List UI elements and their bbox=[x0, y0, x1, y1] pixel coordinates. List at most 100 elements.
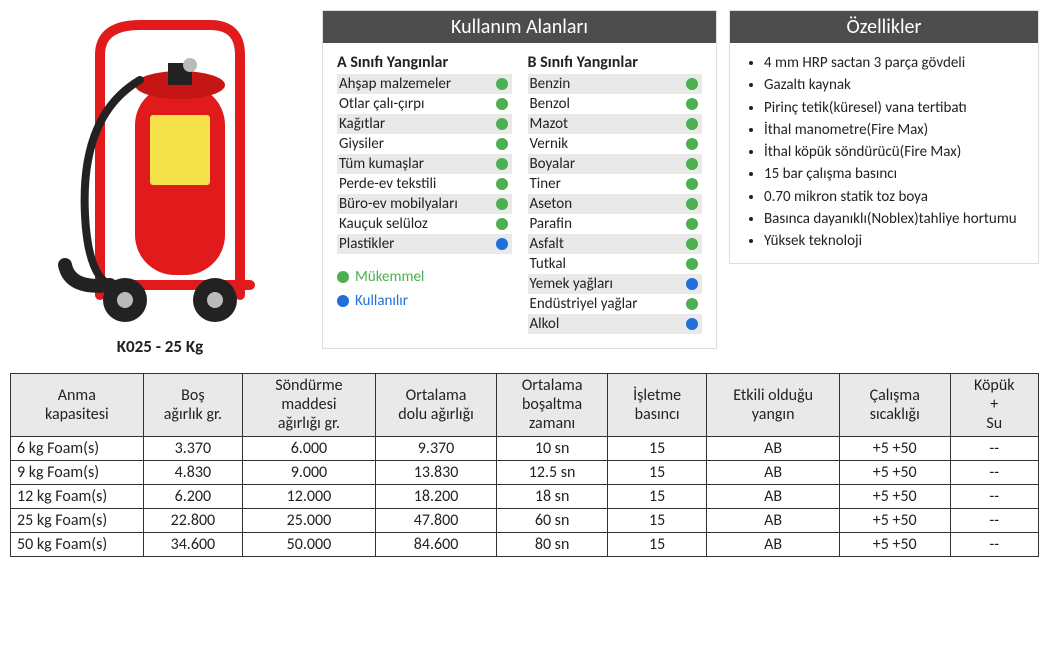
legend-green: Mükemmel bbox=[337, 268, 512, 286]
table-row: 25 kg Foam(s)22.80025.00047.80060 sn15AB… bbox=[11, 508, 1039, 532]
table-cell: 9 kg Foam(s) bbox=[11, 460, 144, 484]
table-cell: 34.600 bbox=[143, 532, 242, 556]
dot-icon bbox=[496, 78, 508, 90]
table-cell: 4.830 bbox=[143, 460, 242, 484]
dot-icon bbox=[686, 218, 698, 230]
dot-icon bbox=[686, 298, 698, 310]
dot-icon bbox=[686, 118, 698, 130]
table-cell: +5 +50 bbox=[839, 532, 950, 556]
feature-item: Pirinç tetik(küresel) vana tertibatı bbox=[764, 98, 1022, 118]
usage-row: Otlar çalı-çırpı bbox=[337, 94, 512, 114]
table-cell: 18 sn bbox=[497, 484, 608, 508]
table-cell: 84.600 bbox=[375, 532, 497, 556]
usage-card: Kullanım Alanları A Sınıfı Yangınlar Ahş… bbox=[322, 10, 717, 349]
feature-item: Yüksek teknoloji bbox=[764, 231, 1022, 251]
usage-row: Tüm kumaşlar bbox=[337, 154, 512, 174]
table-cell: AB bbox=[707, 436, 840, 460]
table-cell: 25 kg Foam(s) bbox=[11, 508, 144, 532]
usage-row-label: Yemek yağları bbox=[530, 275, 613, 293]
dot-icon bbox=[686, 198, 698, 210]
table-cell: +5 +50 bbox=[839, 460, 950, 484]
feature-item: Basınca dayanıklı(Noblex)tahliye hortumu bbox=[764, 209, 1022, 229]
table-cell: -- bbox=[950, 460, 1039, 484]
usage-row-label: Tiner bbox=[530, 175, 561, 193]
usage-row-label: Benzol bbox=[530, 95, 570, 113]
usage-header: Kullanım Alanları bbox=[323, 11, 716, 43]
dot-icon bbox=[496, 238, 508, 250]
table-cell: +5 +50 bbox=[839, 508, 950, 532]
feature-item: İthal manometre(Fire Max) bbox=[764, 120, 1022, 140]
dot-icon bbox=[686, 78, 698, 90]
table-cell: 15 bbox=[607, 508, 706, 532]
usage-row-label: Kauçuk selüloz bbox=[339, 215, 428, 233]
table-cell: 60 sn bbox=[497, 508, 608, 532]
usage-row: Ahşap malzemeler bbox=[337, 74, 512, 94]
table-cell: 6.000 bbox=[243, 436, 376, 460]
usage-row: Aseton bbox=[528, 194, 703, 214]
table-row: 50 kg Foam(s)34.60050.00084.60080 sn15AB… bbox=[11, 532, 1039, 556]
table-header-row: AnmakapasitesiBoşağırlık gr.Söndürmemadd… bbox=[11, 374, 1039, 437]
table-cell: 18.200 bbox=[375, 484, 497, 508]
usage-row: Büro-ev mobilyaları bbox=[337, 194, 512, 214]
product-name: K025 - 25 Kg bbox=[10, 336, 310, 357]
table-header-cell: İşletmebasıncı bbox=[607, 374, 706, 437]
table-cell: -- bbox=[950, 508, 1039, 532]
table-cell: 15 bbox=[607, 460, 706, 484]
usage-row: Asfalt bbox=[528, 234, 703, 254]
legend-blue: Kullanılır bbox=[337, 292, 512, 310]
dot-icon bbox=[686, 178, 698, 190]
table-cell: AB bbox=[707, 484, 840, 508]
table-cell: 47.800 bbox=[375, 508, 497, 532]
usage-row: Plastikler bbox=[337, 234, 512, 254]
usage-row: Parafin bbox=[528, 214, 703, 234]
usage-col-b-title: B Sınıfı Yangınlar bbox=[528, 53, 703, 72]
table-cell: +5 +50 bbox=[839, 436, 950, 460]
usage-col-a-title: A Sınıfı Yangınlar bbox=[337, 53, 512, 72]
usage-row: Tiner bbox=[528, 174, 703, 194]
table-header-cell: Köpük+Su bbox=[950, 374, 1039, 437]
dot-icon bbox=[337, 295, 349, 307]
usage-row-label: Benzin bbox=[530, 75, 571, 93]
dot-icon bbox=[686, 158, 698, 170]
usage-row-label: Giysiler bbox=[339, 135, 384, 153]
table-header-cell: Anmakapasitesi bbox=[11, 374, 144, 437]
usage-row: Tutkal bbox=[528, 254, 703, 274]
feature-item: Gazaltı kaynak bbox=[764, 75, 1022, 95]
usage-body: A Sınıfı Yangınlar Ahşap malzemelerOtlar… bbox=[323, 43, 716, 348]
table-cell: 22.800 bbox=[143, 508, 242, 532]
dot-icon bbox=[496, 138, 508, 150]
table-header-cell: Etkili olduğuyangın bbox=[707, 374, 840, 437]
dot-icon bbox=[496, 218, 508, 230]
dot-icon bbox=[686, 278, 698, 290]
usage-col-a: A Sınıfı Yangınlar Ahşap malzemelerOtlar… bbox=[337, 53, 512, 334]
usage-row-label: Kağıtlar bbox=[339, 115, 385, 133]
usage-row: Alkol bbox=[528, 314, 703, 334]
table-cell: 50 kg Foam(s) bbox=[11, 532, 144, 556]
table-cell: 12 kg Foam(s) bbox=[11, 484, 144, 508]
usage-row: Yemek yağları bbox=[528, 274, 703, 294]
table-cell: -- bbox=[950, 436, 1039, 460]
usage-col-b: B Sınıfı Yangınlar Benzin BenzolMazotVern… bbox=[528, 53, 703, 334]
usage-row-label: Vernik bbox=[530, 135, 569, 153]
table-cell: 6.200 bbox=[143, 484, 242, 508]
usage-row: Perde-ev tekstili bbox=[337, 174, 512, 194]
features-list: 4 mm HRP sactan 3 parça gövdeliGazaltı k… bbox=[746, 53, 1022, 251]
feature-item: İthal köpük söndürücü(Fire Max) bbox=[764, 142, 1022, 162]
table-cell: 13.830 bbox=[375, 460, 497, 484]
dot-icon bbox=[496, 178, 508, 190]
usage-row-label: Boyalar bbox=[530, 155, 576, 173]
table-cell: 12.5 sn bbox=[497, 460, 608, 484]
usage-row-label: Büro-ev mobilyaları bbox=[339, 195, 458, 213]
table-cell: +5 +50 bbox=[839, 484, 950, 508]
usage-row-label: Parafin bbox=[530, 215, 572, 233]
features-body: 4 mm HRP sactan 3 parça gövdeliGazaltı k… bbox=[730, 43, 1038, 263]
legend-blue-label: Kullanılır bbox=[355, 292, 408, 310]
table-header-cell: Ortalamaboşaltmazamanı bbox=[497, 374, 608, 437]
usage-row: Endüstriyel yağlar bbox=[528, 294, 703, 314]
usage-row: Giysiler bbox=[337, 134, 512, 154]
table-cell: 15 bbox=[607, 484, 706, 508]
usage-row: Benzol bbox=[528, 94, 703, 114]
usage-row: Mazot bbox=[528, 114, 703, 134]
table-header-cell: Söndürmemaddesiağırlığı gr. bbox=[243, 374, 376, 437]
spec-table: AnmakapasitesiBoşağırlık gr.Söndürmemadd… bbox=[10, 373, 1039, 557]
